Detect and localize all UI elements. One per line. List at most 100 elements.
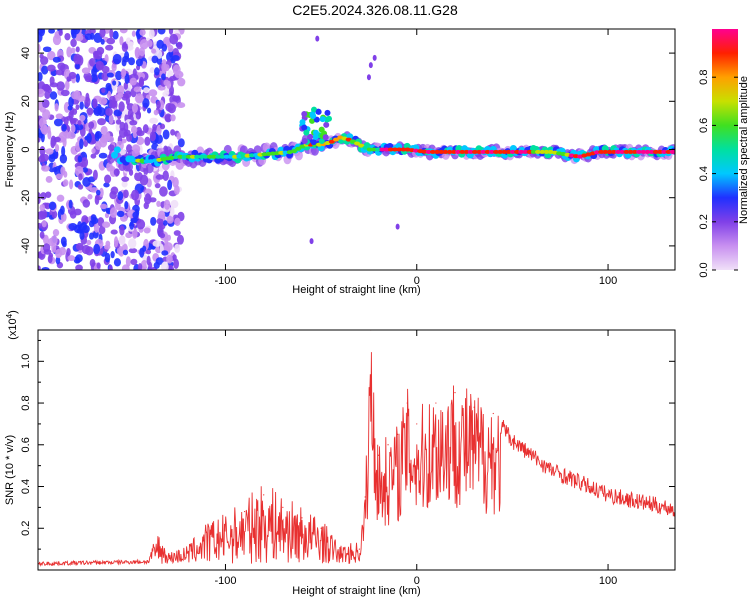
heatmap-cell [55, 69, 64, 76]
heatmap-cell [86, 132, 92, 144]
heatmap-cell [169, 205, 175, 217]
heatmap-cell [98, 152, 108, 159]
heatmap-cell [154, 67, 160, 76]
heatmap-cell [150, 216, 157, 226]
heatmap-cell [92, 169, 98, 181]
heatmap-cell [68, 96, 74, 108]
heatmap-cell [154, 183, 161, 189]
heatmap-cell [328, 139, 335, 144]
snr-data-point [397, 433, 399, 435]
heatmap-cell [171, 54, 180, 61]
heatmap-cell [99, 29, 106, 38]
heatmap-cell [131, 30, 136, 37]
heatmap-cell [48, 201, 57, 211]
heatmap-cell [38, 192, 41, 198]
heatmap-cell [64, 32, 71, 41]
heatmap-cell [90, 153, 97, 159]
heatmap-cell [301, 111, 308, 118]
heatmap-cell [145, 193, 151, 201]
heatmap-cell [70, 38, 77, 48]
heatmap-cell [163, 220, 168, 226]
heatmap-cell [170, 129, 176, 136]
heatmap-cell [379, 147, 386, 152]
heatmap-cell [128, 247, 138, 254]
heatmap-cell [383, 147, 390, 152]
snr-data-point [186, 552, 188, 554]
heatmap-cell [169, 33, 179, 45]
heatmap-cell [164, 113, 172, 123]
heatmap-cell [71, 29, 81, 35]
heatmap-cell [48, 29, 56, 34]
heatmap-cell [116, 84, 125, 96]
heatmap-cell [513, 149, 520, 154]
heatmap-cell [119, 225, 125, 236]
heatmap-cell [522, 149, 529, 154]
heatmap-cell [173, 258, 179, 270]
heatmap-cell [118, 235, 126, 246]
snr-data-point [282, 506, 284, 508]
heatmap-cell [121, 180, 128, 188]
heatmap-cell [89, 58, 96, 67]
heatmap-cell [122, 249, 129, 256]
heatmap-cell [49, 91, 58, 100]
heatmap-cell [189, 154, 196, 159]
heatmap-cell [52, 34, 62, 46]
snr-data-point [406, 402, 408, 404]
heatmap-cell [170, 114, 176, 122]
heatmap-cell [99, 187, 104, 198]
heatmap-cell [176, 102, 186, 109]
heatmap-cell [52, 229, 60, 237]
heatmap-cell [526, 149, 533, 154]
heatmap-cell [163, 242, 173, 252]
heatmap-cell [38, 71, 43, 82]
heatmap-cell [161, 73, 166, 81]
heatmap-cell [43, 249, 52, 255]
heatmap-cell [79, 230, 85, 240]
snr-data-point [387, 444, 389, 446]
snr-data-point [607, 494, 609, 496]
heatmap-cell [135, 112, 141, 120]
heatmap-cell [110, 229, 118, 235]
heatmap-cell [202, 154, 209, 159]
heatmap-cell [311, 106, 318, 113]
heatmap-cell [176, 41, 183, 50]
heatmap-cell [157, 29, 166, 35]
heatmap-cell [108, 114, 114, 125]
heatmap-cell [163, 199, 171, 210]
heatmap-cell [70, 124, 76, 134]
heatmap-cell [375, 147, 382, 152]
heatmap-cell [96, 262, 101, 269]
heatmap-cell [446, 149, 453, 154]
heatmap-cell [156, 100, 161, 109]
heatmap-cell [125, 256, 131, 267]
heatmap-cell [142, 124, 149, 134]
x-tick-label-bottom: 100 [599, 575, 617, 587]
heatmap-cell [606, 149, 613, 154]
colorbar [712, 29, 738, 270]
snr-data-point [364, 496, 366, 498]
heatmap-cell [366, 74, 371, 81]
x-tick-label-top: 100 [599, 275, 617, 287]
heatmap-cell [295, 146, 302, 151]
heatmap-cell [657, 149, 664, 154]
heatmap-cell [661, 149, 668, 154]
heatmap-cell [349, 139, 356, 144]
y-tick-label-bottom: 0.8 [20, 395, 32, 410]
heatmap-cell [109, 95, 116, 104]
heatmap-cell [307, 133, 314, 140]
heatmap-cell [50, 235, 58, 246]
snr-data-point [377, 454, 380, 456]
heatmap-cell [79, 138, 84, 150]
heatmap-cell [372, 54, 377, 61]
heatmap-cell [39, 204, 46, 212]
snr-data-point [243, 510, 246, 513]
heatmap-cell [38, 88, 45, 98]
snr-data-point [435, 402, 437, 404]
heatmap-cell [56, 194, 65, 202]
heatmap-cell [99, 203, 108, 210]
heatmap-cell [614, 149, 621, 154]
heatmap-cell [181, 154, 188, 159]
heatmap-cell [81, 157, 89, 168]
heatmap-cell [84, 33, 93, 41]
heatmap-cell [484, 149, 491, 154]
